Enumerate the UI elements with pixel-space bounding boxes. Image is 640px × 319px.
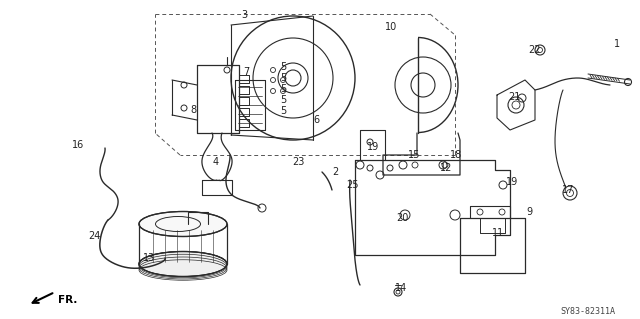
Text: 6: 6 bbox=[313, 115, 319, 125]
Text: 7: 7 bbox=[243, 67, 249, 77]
Text: 5: 5 bbox=[280, 95, 286, 105]
Text: 18: 18 bbox=[450, 150, 462, 160]
Text: 2: 2 bbox=[332, 167, 339, 177]
Text: 13: 13 bbox=[143, 253, 156, 263]
Text: 22: 22 bbox=[528, 45, 541, 55]
Text: SY83-82311A: SY83-82311A bbox=[560, 308, 615, 316]
Text: 14: 14 bbox=[395, 283, 407, 293]
Text: 12: 12 bbox=[440, 163, 452, 173]
Text: 3: 3 bbox=[241, 10, 247, 20]
Text: 19: 19 bbox=[506, 177, 518, 187]
Text: 25: 25 bbox=[346, 180, 358, 190]
Ellipse shape bbox=[139, 211, 227, 236]
Text: 5: 5 bbox=[280, 62, 286, 72]
Text: 23: 23 bbox=[292, 157, 305, 167]
Text: 24: 24 bbox=[88, 231, 100, 241]
Text: 5: 5 bbox=[280, 106, 286, 116]
Text: 16: 16 bbox=[72, 140, 84, 150]
Text: 8: 8 bbox=[190, 105, 196, 115]
Text: 5: 5 bbox=[280, 73, 286, 83]
Text: 17: 17 bbox=[562, 185, 574, 195]
Text: 9: 9 bbox=[526, 207, 532, 217]
Text: 4: 4 bbox=[213, 157, 219, 167]
Text: FR.: FR. bbox=[58, 295, 77, 305]
Text: 19: 19 bbox=[367, 142, 380, 152]
Text: 15: 15 bbox=[408, 150, 420, 160]
Text: 5: 5 bbox=[280, 84, 286, 94]
Ellipse shape bbox=[139, 251, 227, 277]
Text: 1: 1 bbox=[614, 39, 620, 49]
Text: 21: 21 bbox=[508, 92, 520, 102]
Text: 20: 20 bbox=[396, 213, 408, 223]
Text: 10: 10 bbox=[385, 22, 397, 32]
Text: 11: 11 bbox=[492, 228, 504, 238]
